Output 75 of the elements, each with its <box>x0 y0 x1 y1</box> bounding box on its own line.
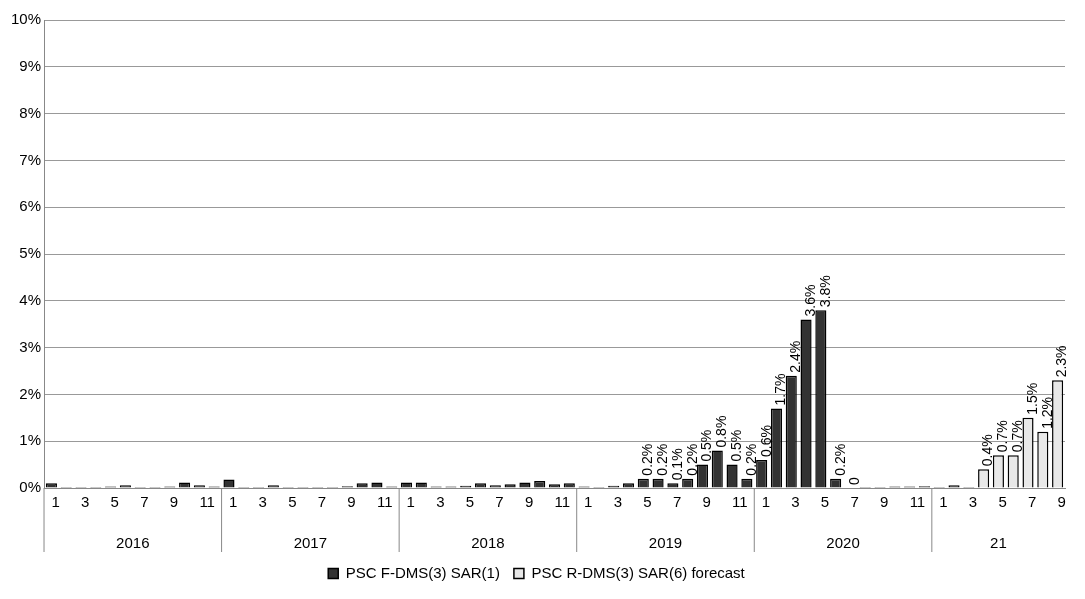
text: 21 <box>990 534 1007 552</box>
data-label: 0.7% <box>994 420 1011 453</box>
y-tick-label: 0% <box>19 478 42 496</box>
data-label: 2.3% <box>1053 345 1070 378</box>
x-tick-label: 7 <box>672 493 682 511</box>
y-tick-label: 5% <box>19 244 42 262</box>
data-label: 1.5% <box>1023 382 1040 415</box>
x-tick-label: 5 <box>643 493 652 511</box>
x-tick-label: 9 <box>880 493 889 511</box>
data-label: 3.6% <box>801 284 818 317</box>
data-label: 0.2% <box>683 443 700 476</box>
y-tick-label: 7% <box>19 150 42 168</box>
x-tick-label: 5 <box>998 493 1007 511</box>
x-tick-label: 1 <box>584 493 593 511</box>
data-label: 0 <box>846 477 863 485</box>
data-label: 0.7% <box>1009 420 1026 453</box>
x-tick-label: 5 <box>465 493 475 511</box>
x-tick-label: 5 <box>110 493 119 511</box>
data-label: 3.8% <box>816 275 833 308</box>
data-label: 0.2% <box>831 443 848 476</box>
text: 2017 <box>293 534 328 552</box>
y-tick-label: 4% <box>19 290 42 308</box>
legend-label: PSC R-DMS(3) SAR(6) forecast <box>531 563 746 581</box>
x-tick-label: 7 <box>1028 493 1037 511</box>
x-tick-label: 7 <box>495 493 504 511</box>
data-label: 0.1% <box>668 448 685 481</box>
x-tick-label: 7 <box>140 493 149 511</box>
text: 2019 <box>648 534 683 552</box>
x-tick-label: 11 <box>199 493 215 511</box>
x-tick-label: 3 <box>81 493 90 511</box>
y-tick-label: 6% <box>19 197 42 215</box>
text: 2020 <box>826 534 860 552</box>
x-tick-label: 7 <box>850 493 859 511</box>
x-tick-label: 9 <box>702 493 711 511</box>
x-tick-label: 1 <box>51 493 60 511</box>
data-label: 0.6% <box>757 425 774 457</box>
x-tick-label: 5 <box>820 493 830 511</box>
data-label: 1.7% <box>772 373 789 406</box>
x-tick-label: 1 <box>939 493 948 511</box>
x-tick-label: 11 <box>732 493 748 511</box>
x-tick-label: 11 <box>554 493 571 511</box>
data-label: 0.5% <box>727 429 744 462</box>
y-tick-label: 10% <box>10 10 42 28</box>
y-tick-label: 2% <box>19 384 42 402</box>
x-tick-label: 11 <box>909 493 926 511</box>
x-tick-label: 9 <box>1057 493 1066 511</box>
x-tick-label: 9 <box>524 493 534 511</box>
text: 2018 <box>471 534 505 552</box>
legend-label: PSC F-DMS(3) SAR(1) <box>345 563 500 581</box>
x-tick-label: 1 <box>761 493 771 511</box>
x-tick-label: 5 <box>288 493 297 511</box>
x-tick-label: 11 <box>376 493 393 511</box>
data-label: 2.4% <box>787 340 804 373</box>
x-tick-label: 1 <box>406 493 415 511</box>
x-tick-label: 3 <box>968 493 978 511</box>
x-tick-label: 3 <box>791 493 800 511</box>
data-label: 0.8% <box>713 415 730 448</box>
x-tick-label: 3 <box>436 493 445 511</box>
x-tick-label: 3 <box>613 493 623 511</box>
data-label: 0.5% <box>698 429 715 462</box>
y-tick-label: 8% <box>19 103 42 121</box>
text: 2016 <box>116 534 150 552</box>
data-label: 0.2% <box>639 443 656 476</box>
x-tick-label: 7 <box>317 493 327 511</box>
x-tick-label: 3 <box>258 493 267 511</box>
x-tick-label: 9 <box>169 493 179 511</box>
y-tick-label: 9% <box>19 56 42 74</box>
x-tick-label: 1 <box>228 493 238 511</box>
data-label: 0.2% <box>653 443 670 476</box>
x-tick-label: 9 <box>347 493 356 511</box>
data-label: 1.2% <box>1038 396 1055 429</box>
data-label: 0.2% <box>742 443 759 476</box>
data-label: 0.4% <box>979 434 996 467</box>
y-tick-label: 1% <box>19 431 42 449</box>
y-tick-label: 3% <box>19 337 42 355</box>
